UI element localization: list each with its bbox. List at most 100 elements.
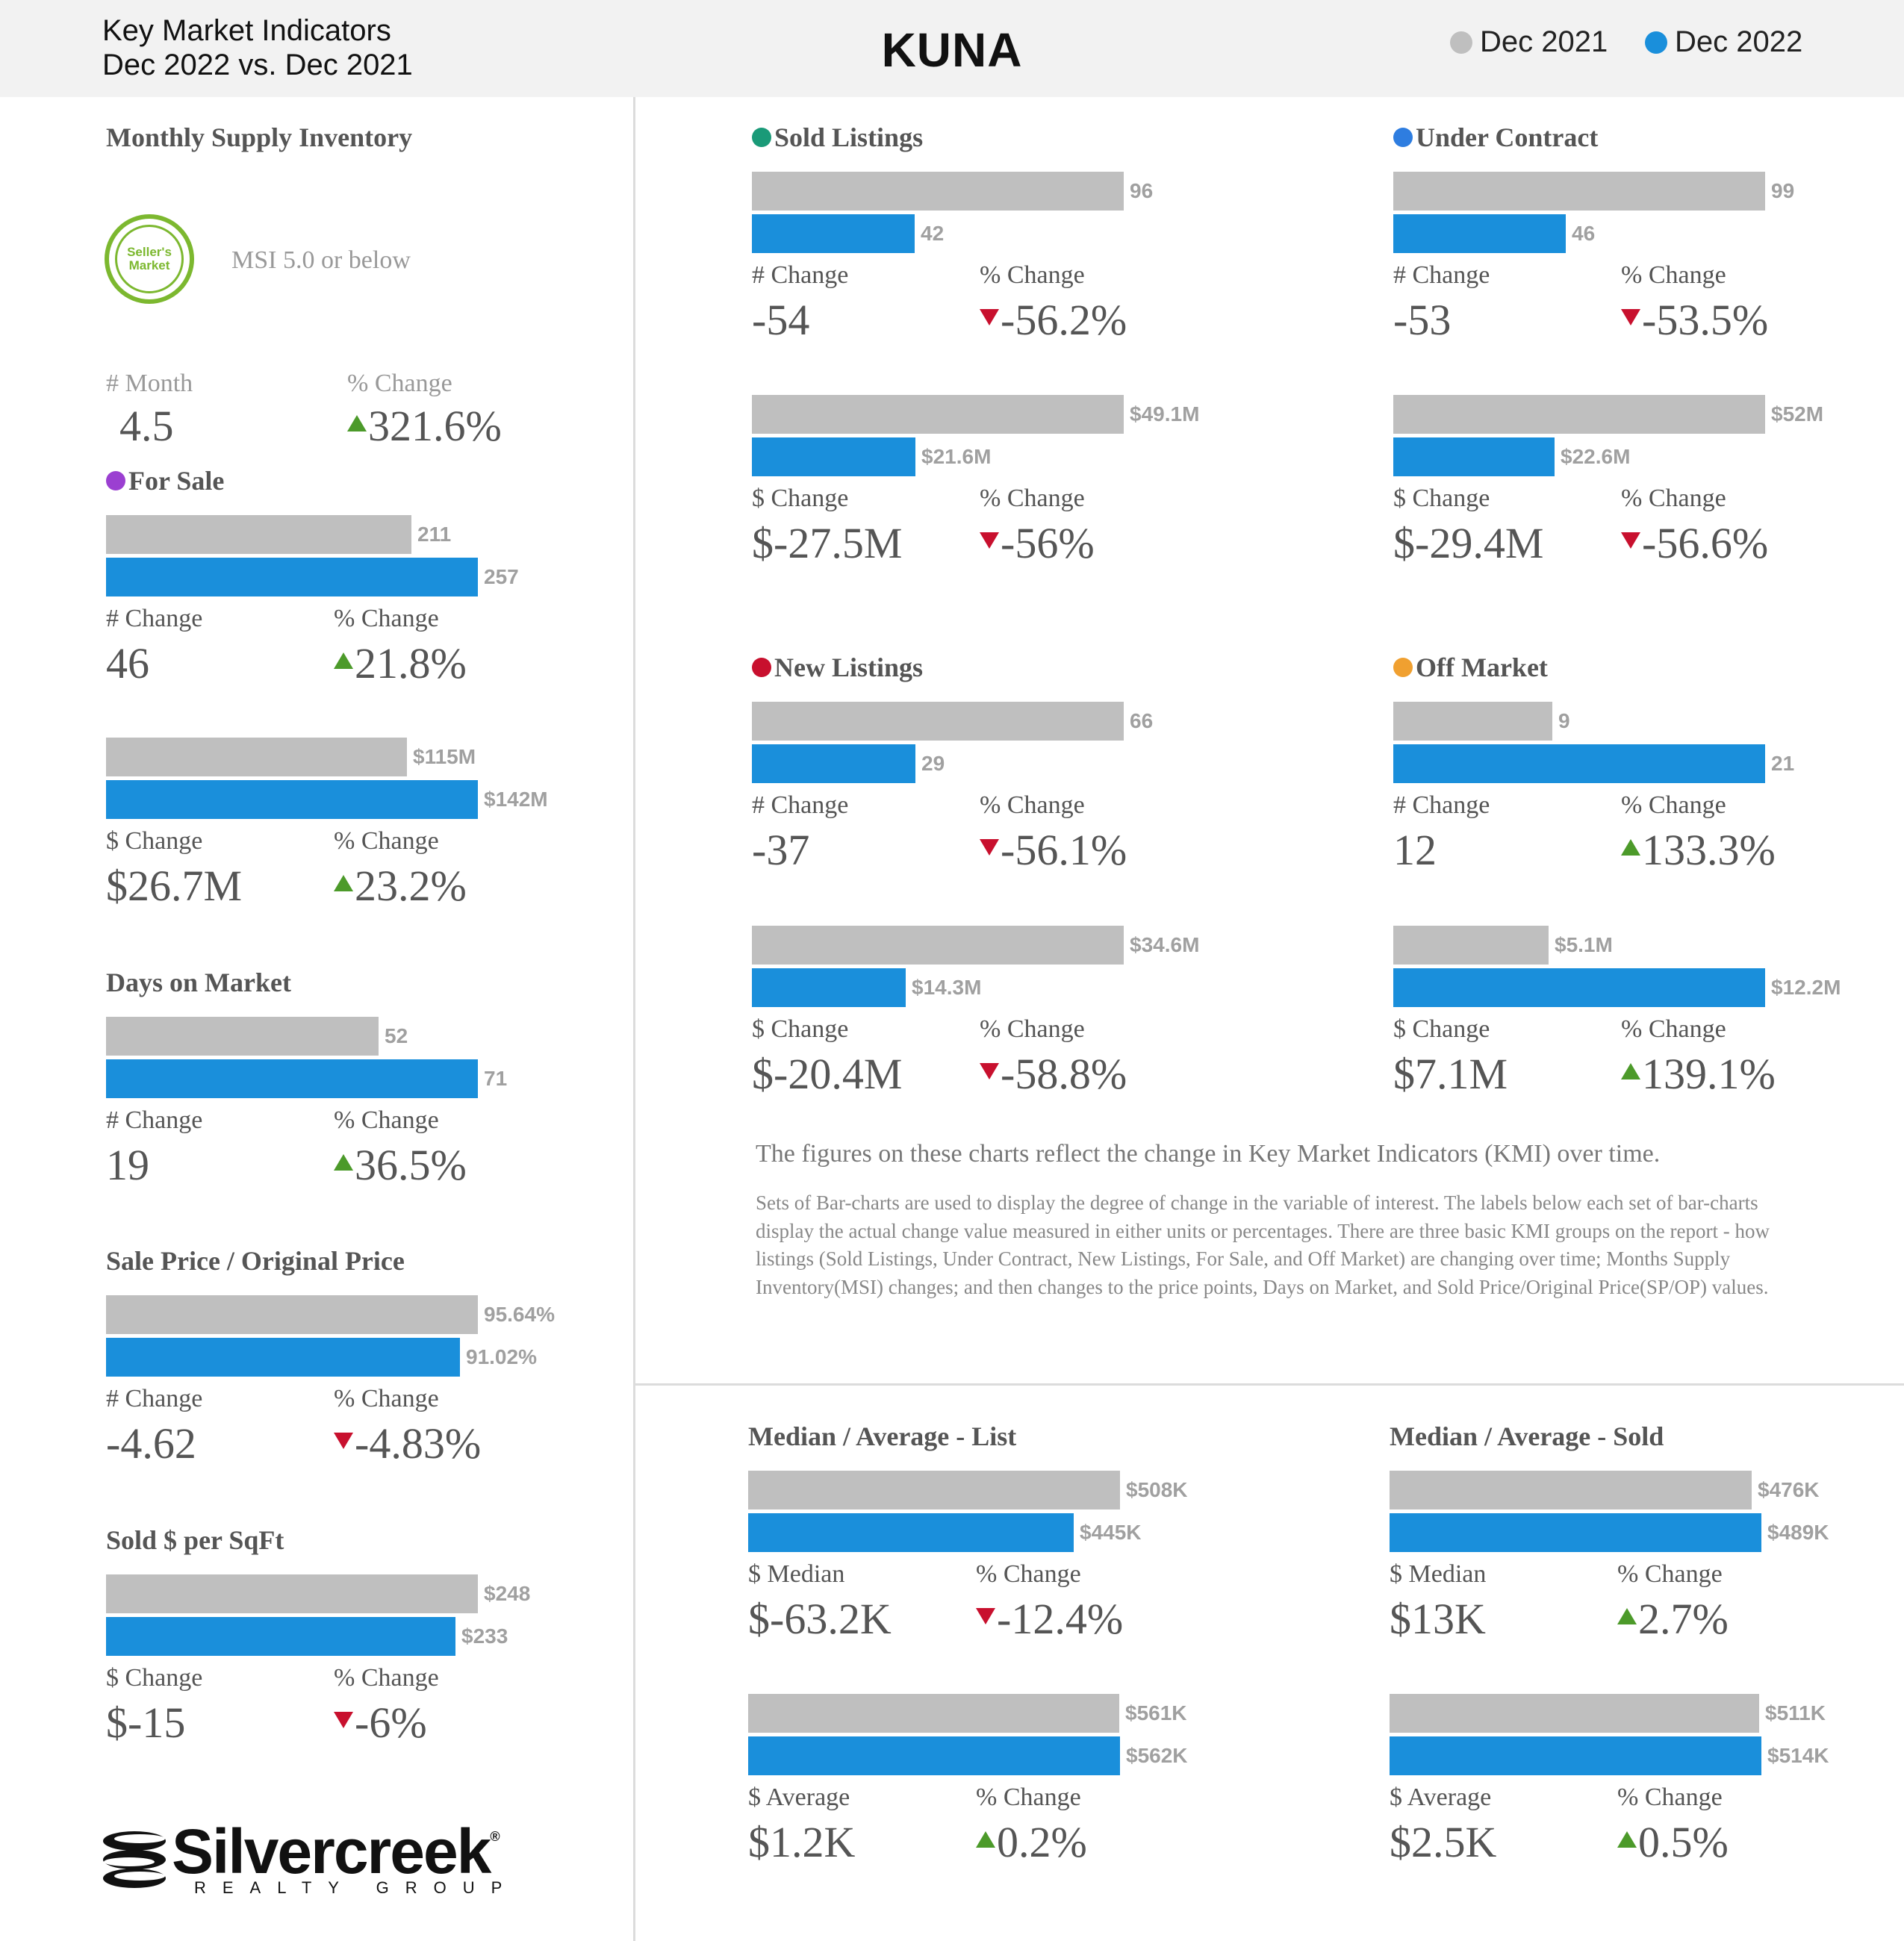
column-divider	[633, 97, 635, 1941]
down-triangle-icon	[980, 838, 999, 856]
sold-count-pct-label: % Change	[980, 261, 1085, 289]
up-triangle-icon	[347, 414, 367, 431]
list-median-title: Median / Average - List	[748, 1421, 1016, 1452]
msi-title: Monthly Supply Inventory	[106, 122, 413, 152]
list-average-pct-text: 0.2%	[997, 1818, 1087, 1866]
for-sale-volume-pct-value: 23.2%	[334, 863, 467, 909]
up-triangle-icon	[334, 874, 353, 891]
for-sale-count-bar-dec-2022	[106, 558, 478, 596]
new-listings-count-title: New Listings	[752, 652, 923, 683]
sold-per-sqft-pct-label: % Change	[334, 1664, 439, 1692]
legend-dot-gray	[1450, 31, 1472, 54]
for-sale-volume-change-label: $ Change	[106, 827, 203, 855]
msi-pct-text: 321.6%	[368, 402, 502, 450]
off-market-count-change-value: 12	[1393, 826, 1437, 874]
list-median-change-label: $ Median	[748, 1560, 845, 1588]
sold-median-pct-label: % Change	[1617, 1560, 1723, 1588]
for-sale-count-pct-value: 21.8%	[334, 641, 467, 687]
sold-per-sqft-title-text: Sold $ per SqFt	[106, 1525, 284, 1555]
sale-price-original-title-text: Sale Price / Original Price	[106, 1246, 405, 1276]
for-sale-count-bar-dec-2021	[106, 515, 411, 554]
logo-name: Silvercreek	[172, 1816, 491, 1887]
sold-average-pct-value: 0.5%	[1617, 1819, 1729, 1866]
days-on-market-bar-dec-2022	[106, 1059, 478, 1098]
under-contract-count-dot-icon	[1393, 128, 1413, 147]
for-sale-volume-change-value: $26.7M	[106, 862, 243, 910]
new-listings-count-bar-label-dec-2022: 29	[921, 752, 945, 775]
sellers-market-badge: Seller's Market	[105, 214, 194, 304]
down-triangle-icon	[980, 308, 999, 325]
under-contract-count-change-value: -53	[1393, 296, 1452, 344]
sale-price-original-change-label: # Change	[106, 1385, 203, 1412]
off-market-volume-pct-label: % Change	[1621, 1015, 1726, 1043]
off-market-count-pct-label: % Change	[1621, 791, 1726, 819]
under-contract-volume-pct-text: -56.6%	[1642, 519, 1769, 567]
for-sale-volume-pct-label: % Change	[334, 827, 439, 855]
new-listings-volume-change-value: $-20.4M	[752, 1050, 903, 1098]
sellers-market-badge-text: Seller's Market	[115, 225, 184, 293]
for-sale-volume-bar-label-dec-2022: $142M	[484, 788, 548, 811]
sold-per-sqft-pct-text: -6%	[355, 1698, 427, 1747]
under-contract-count-change-label: # Change	[1393, 261, 1490, 289]
days-on-market-bar-dec-2021	[106, 1017, 379, 1056]
sold-median-bar-dec-2022	[1390, 1513, 1761, 1552]
new-listings-volume-pct-value: -58.8%	[980, 1051, 1127, 1097]
new-listings-count-bar-dec-2021	[752, 702, 1124, 741]
sold-count-pct-value: -56.2%	[980, 297, 1127, 343]
down-triangle-icon	[334, 1711, 353, 1728]
up-triangle-icon	[1617, 1831, 1637, 1848]
for-sale-count-bar-label-dec-2021: 211	[417, 523, 452, 546]
for-sale-count-title: For Sale	[106, 465, 224, 496]
for-sale-count-pct-label: % Change	[334, 605, 439, 632]
days-on-market-title: Days on Market	[106, 967, 291, 998]
sold-median-title-text: Median / Average - Sold	[1390, 1421, 1664, 1451]
new-listings-volume-bar-dec-2022	[752, 968, 906, 1007]
days-on-market-pct-value: 36.5%	[334, 1142, 467, 1188]
off-market-count-bar-label-dec-2021: 9	[1558, 709, 1570, 732]
down-triangle-icon	[1621, 308, 1640, 325]
list-average-bar-dec-2021	[748, 1694, 1119, 1733]
msi-month-label: # Month	[106, 370, 193, 397]
badge-line2: Market	[128, 258, 170, 272]
under-contract-count-pct-label: % Change	[1621, 261, 1726, 289]
sold-count-change-value: -54	[752, 296, 810, 344]
sold-average-pct-label: % Change	[1617, 1783, 1723, 1811]
sale-price-original-bar-label-dec-2022: 91.02%	[466, 1345, 537, 1368]
new-listings-volume-change-label: $ Change	[752, 1015, 849, 1043]
days-on-market-bar-label-dec-2021: 52	[385, 1024, 408, 1047]
for-sale-volume-bar-dec-2021	[106, 738, 407, 776]
msi-threshold-text: MSI 5.0 or below	[231, 246, 411, 274]
list-median-title-text: Median / Average - List	[748, 1421, 1017, 1451]
off-market-count-title-text: Off Market	[1416, 652, 1548, 682]
list-median-bar-dec-2022	[748, 1513, 1074, 1552]
off-market-volume-bar-label-dec-2021: $5.1M	[1555, 933, 1613, 956]
legend-dot-blue	[1645, 31, 1667, 54]
new-listings-volume-bar-dec-2021	[752, 926, 1124, 965]
sold-per-sqft-title: Sold $ per SqFt	[106, 1524, 284, 1556]
days-on-market-title-text: Days on Market	[106, 968, 291, 997]
off-market-count-title: Off Market	[1393, 652, 1548, 683]
legend-label-2022: Dec 2022	[1675, 25, 1803, 58]
sold-volume-bar-label-dec-2021: $49.1M	[1130, 402, 1200, 426]
under-contract-count-bar-label-dec-2021: 99	[1771, 179, 1795, 202]
sale-price-original-pct-value: -4.83%	[334, 1421, 481, 1467]
sold-volume-bar-dec-2021	[752, 395, 1124, 434]
down-triangle-icon	[980, 1062, 999, 1079]
off-market-count-dot-icon	[1393, 658, 1413, 677]
new-listings-count-bar-label-dec-2021: 66	[1130, 709, 1154, 732]
new-listings-volume-pct-text: -58.8%	[1001, 1050, 1127, 1098]
list-median-pct-text: -12.4%	[997, 1595, 1124, 1643]
sold-per-sqft-change-label: $ Change	[106, 1664, 203, 1692]
for-sale-volume-pct-text: 23.2%	[355, 862, 467, 910]
under-contract-volume-bar-label-dec-2021: $52M	[1771, 402, 1824, 426]
msi-pct-value: 321.6%	[347, 403, 502, 449]
under-contract-volume-bar-label-dec-2022: $22.6M	[1561, 445, 1631, 468]
list-median-pct-value: -12.4%	[976, 1596, 1123, 1642]
sold-count-change-label: # Change	[752, 261, 849, 289]
up-triangle-icon	[334, 652, 353, 669]
sold-count-title: Sold Listings	[752, 122, 923, 153]
sold-volume-bar-label-dec-2022: $21.6M	[921, 445, 992, 468]
legend-dec-2021: Dec 2021	[1450, 25, 1608, 59]
sold-average-pct-text: 0.5%	[1638, 1818, 1729, 1866]
under-contract-count-title: Under Contract	[1393, 122, 1598, 153]
